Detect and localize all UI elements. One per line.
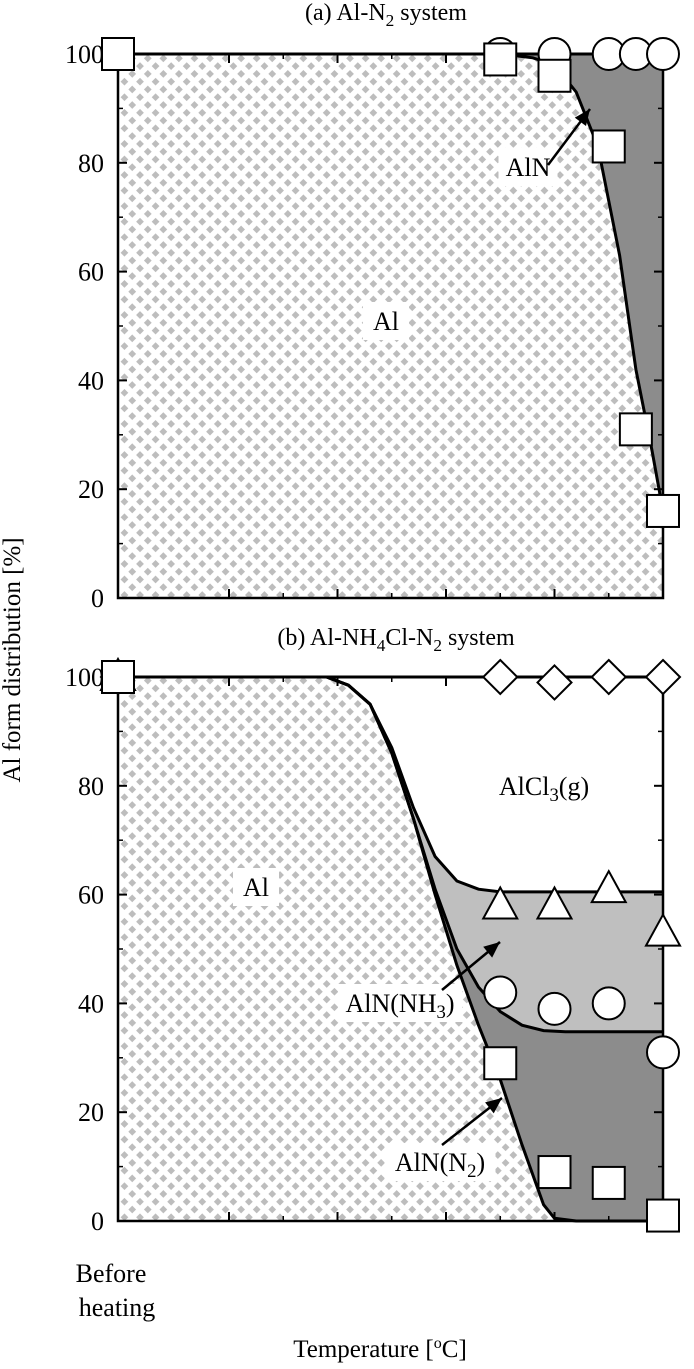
y-tick-label: 20 [78,1098,104,1127]
marker-square [646,1198,680,1233]
region-label-aln-nh3-: AlN(NH3) [345,989,454,1023]
region-aln [120,54,663,511]
marker-circle [591,986,626,1021]
y-tick-label: 60 [78,881,104,910]
y-tick-label: 100 [65,40,104,69]
marker-circle [483,975,518,1010]
marker-diamond [536,664,573,701]
marker-circle [646,1035,680,1070]
boundary-al [120,675,663,1223]
region-al [120,677,663,1221]
region-label-aln-n2-: AlN(N2) [395,1148,485,1182]
marker-square [483,42,518,77]
region-label-box [363,302,409,340]
region-label-box [384,1143,496,1181]
x-tick-before-heating-line2: heating [79,1293,156,1322]
marker-triangle [644,912,682,947]
marker-circle [537,991,572,1026]
y-tick-label: 80 [78,149,104,178]
region-label-box [233,868,279,906]
region-label-alcl3-g-: AlCl3(g) [499,772,589,806]
y-tick-label: 40 [78,366,104,395]
marker-square [101,37,135,71]
arrow-head [485,1098,502,1114]
y-tick-label: 40 [78,989,104,1018]
marker-triangle [535,885,574,920]
region-label-al: Al [373,307,399,336]
marker-square [537,1155,572,1190]
marker-square [591,1165,626,1200]
arrow-head [483,942,500,958]
region-label-aln: AlN [506,153,551,182]
y-tick-label: 100 [65,663,104,692]
y-axis-label: Al form distribution [%] [0,537,26,782]
y-tick-label: 0 [91,584,104,613]
panel-title: (b) Al-NH4Cl-N2 system [277,625,515,655]
panel-b: 0 20 40 60 80 100 Al AlCl3(g) AlN(NH3) AlN(N2) (b)… [65,625,682,1236]
marker-square [618,412,653,447]
y-tick-label: 0 [91,1207,104,1236]
marker-diamond [644,658,682,696]
region-label-al: Al [243,873,269,902]
y-tick-label: 80 [78,772,104,801]
marker-square [537,58,572,93]
panel-title: (a) Al-N2 system [305,0,467,30]
marker-square [646,493,680,528]
y-tick-label: 60 [78,258,104,287]
x-axis-label: Temperature [oC] [293,1335,467,1363]
region-label-box [482,767,606,805]
marker-triangle [481,885,519,920]
marker-circle [646,37,680,71]
marker-square [101,660,135,694]
y-tick-label: 20 [78,475,104,504]
marker-diamond [590,658,628,696]
region-label-box [338,984,462,1022]
x-tick-before-heating-line1: Before [76,1259,147,1288]
marker-diamond [481,658,519,696]
panel-a: 0 20 40 60 80 100 Al AlN (a) Al-N2 system [65,0,680,613]
arrow-head [574,109,590,126]
region-label-box [498,148,558,186]
marker-square [591,129,626,164]
marker-triangle [590,869,628,904]
marker-square [483,1046,518,1081]
